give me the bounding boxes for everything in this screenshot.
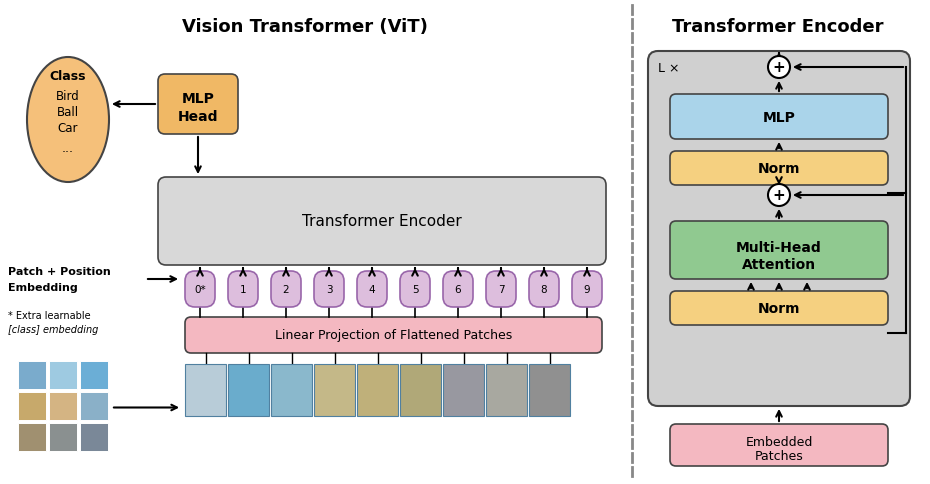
Text: +: + — [773, 60, 785, 76]
Text: MLP: MLP — [181, 92, 215, 106]
FancyBboxPatch shape — [670, 151, 888, 186]
Text: 6: 6 — [455, 285, 461, 294]
Bar — [49, 423, 77, 451]
FancyBboxPatch shape — [271, 272, 301, 307]
Text: 5: 5 — [412, 285, 418, 294]
Text: 2: 2 — [283, 285, 289, 294]
Text: Transformer Encoder: Transformer Encoder — [302, 214, 462, 229]
Text: Multi-Head: Multi-Head — [737, 241, 822, 255]
FancyBboxPatch shape — [670, 424, 888, 466]
Bar — [18, 423, 46, 451]
Text: [class] embedding: [class] embedding — [8, 324, 99, 334]
FancyBboxPatch shape — [357, 272, 387, 307]
Text: Embedded: Embedded — [745, 436, 813, 449]
Text: Car: Car — [58, 121, 78, 134]
Text: 0*: 0* — [194, 285, 206, 294]
Text: +: + — [773, 188, 785, 203]
Text: 9: 9 — [584, 285, 591, 294]
Bar — [80, 392, 108, 420]
Text: Norm: Norm — [758, 302, 800, 316]
FancyBboxPatch shape — [572, 272, 602, 307]
FancyBboxPatch shape — [228, 272, 258, 307]
FancyBboxPatch shape — [158, 178, 606, 265]
Bar — [49, 361, 77, 389]
FancyBboxPatch shape — [185, 272, 215, 307]
Text: Embedding: Embedding — [8, 283, 78, 292]
FancyBboxPatch shape — [185, 318, 602, 353]
Text: ...: ... — [62, 141, 74, 154]
FancyBboxPatch shape — [443, 272, 473, 307]
Bar — [80, 361, 108, 389]
Text: Vision Transformer (ViT): Vision Transformer (ViT) — [182, 18, 428, 36]
Bar — [185, 364, 226, 416]
Text: Linear Projection of Flattened Patches: Linear Projection of Flattened Patches — [275, 329, 512, 342]
FancyBboxPatch shape — [529, 272, 559, 307]
Text: L ×: L × — [658, 61, 680, 75]
FancyBboxPatch shape — [670, 222, 888, 279]
Circle shape — [768, 57, 790, 79]
Bar — [49, 392, 77, 420]
Text: Patches: Patches — [754, 450, 804, 463]
Text: 1: 1 — [240, 285, 246, 294]
FancyBboxPatch shape — [314, 272, 344, 307]
Bar — [80, 423, 108, 451]
Bar — [400, 364, 441, 416]
Text: Bird: Bird — [56, 90, 80, 102]
Text: * Extra learnable: * Extra learnable — [8, 310, 90, 320]
Bar — [18, 361, 46, 389]
Text: Class: Class — [49, 69, 86, 82]
Text: 3: 3 — [326, 285, 332, 294]
Text: Attention: Attention — [742, 257, 816, 272]
Text: Patch + Position: Patch + Position — [8, 267, 111, 276]
FancyBboxPatch shape — [670, 291, 888, 325]
Text: Ball: Ball — [57, 106, 79, 118]
FancyBboxPatch shape — [400, 272, 430, 307]
Text: 7: 7 — [498, 285, 504, 294]
Text: 4: 4 — [368, 285, 376, 294]
Bar — [486, 364, 527, 416]
Text: Norm: Norm — [758, 162, 800, 176]
FancyBboxPatch shape — [158, 75, 238, 135]
FancyBboxPatch shape — [486, 272, 516, 307]
Text: MLP: MLP — [763, 110, 795, 124]
FancyBboxPatch shape — [670, 95, 888, 140]
Bar — [443, 364, 484, 416]
Circle shape — [768, 184, 790, 207]
Bar — [228, 364, 269, 416]
Bar — [314, 364, 355, 416]
Bar — [529, 364, 570, 416]
Text: 8: 8 — [540, 285, 548, 294]
Text: Head: Head — [178, 110, 219, 124]
Bar — [357, 364, 398, 416]
Bar — [271, 364, 312, 416]
Text: Transformer Encoder: Transformer Encoder — [672, 18, 884, 36]
Ellipse shape — [27, 58, 109, 182]
FancyBboxPatch shape — [648, 52, 910, 406]
Bar — [18, 392, 46, 420]
